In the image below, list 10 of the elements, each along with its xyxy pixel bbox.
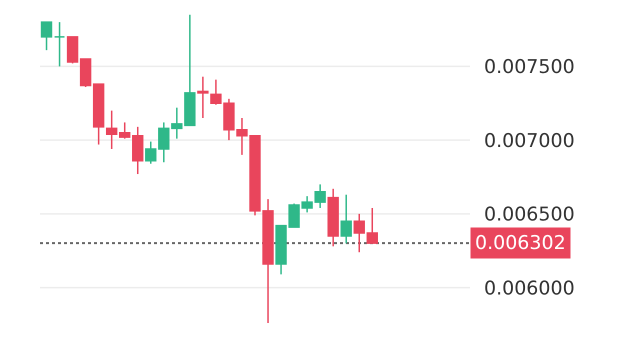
- candlestick: [54, 21, 66, 68]
- candlestick: [340, 194, 352, 244]
- candlestick: [40, 21, 52, 51]
- y-tick-label: 0.006000: [484, 277, 575, 300]
- y-tick-label: 0.007500: [484, 56, 575, 78]
- ref-line-label: 0.006302: [475, 232, 566, 254]
- candlestick: [197, 76, 209, 119]
- y-tick-label: 0.007000: [484, 130, 575, 152]
- y-tick-label: 0.006500: [484, 204, 575, 226]
- candlestick: [236, 117, 248, 156]
